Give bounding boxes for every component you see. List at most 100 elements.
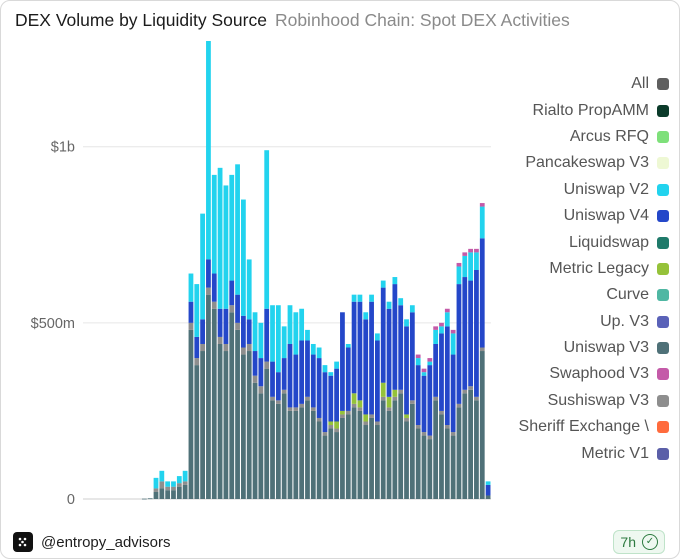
- bar-segment: [182, 484, 188, 499]
- bar-segment: [468, 252, 473, 281]
- legend-swatch: [657, 130, 669, 143]
- bar-segment: [398, 393, 404, 499]
- bar-segment: [380, 280, 386, 288]
- legend-item[interactable]: Metric Legacy: [469, 256, 669, 282]
- bar-segment: [345, 410, 351, 415]
- bar-segment: [479, 347, 485, 352]
- bar-segment: [258, 393, 264, 499]
- bar-segment: [468, 386, 473, 390]
- bar-segment: [305, 400, 310, 499]
- bar-segment: [206, 41, 211, 260]
- bar-segment: [305, 340, 310, 397]
- bar-segment: [153, 488, 159, 492]
- bar-segment: [421, 435, 427, 499]
- bar-segment: [456, 284, 462, 404]
- legend-item[interactable]: Pancakeswap V3: [469, 150, 669, 176]
- bar-segment: [328, 372, 334, 376]
- bar-segment: [415, 425, 421, 429]
- bar-segment: [392, 284, 398, 390]
- legend-label: Sushiswap V3: [547, 391, 649, 409]
- bar-segment: [200, 351, 205, 499]
- bar-segment: [316, 421, 322, 499]
- bar-segment: [340, 414, 345, 418]
- legend-label: All: [631, 75, 649, 93]
- legend-item[interactable]: Swaphood V3: [469, 361, 669, 387]
- bar-segment: [357, 294, 363, 302]
- bar-segment: [404, 326, 409, 415]
- legend-item[interactable]: Metric V1: [469, 440, 669, 466]
- bar-segment: [287, 305, 293, 344]
- legend-label: Uniswap V2: [563, 180, 649, 198]
- brand[interactable]: @entropy_advisors: [13, 532, 170, 552]
- legend-item[interactable]: Liquidswap: [469, 229, 669, 255]
- legend-swatch: [657, 104, 669, 117]
- legend-label: Uniswap V3: [563, 339, 649, 357]
- bar-segment: [369, 301, 374, 415]
- bar-segment: [147, 498, 153, 500]
- bar-segment: [398, 305, 404, 390]
- bar-segment: [281, 389, 287, 394]
- bar-segment: [439, 326, 444, 334]
- bar-segment: [427, 439, 433, 499]
- bar-segment: [462, 277, 468, 390]
- bar-segment: [293, 407, 299, 411]
- bar-segment: [275, 400, 281, 404]
- bar-segment: [241, 354, 246, 499]
- bar-segment: [427, 365, 433, 436]
- legend-item[interactable]: Arcus RFQ: [469, 124, 669, 150]
- bar-segment: [375, 425, 380, 499]
- bar-segment: [229, 174, 235, 281]
- bar-segment: [200, 319, 205, 344]
- legend-item[interactable]: Sheriff Exchange \: [469, 414, 669, 440]
- legend-swatch: [657, 236, 669, 249]
- bar-segment: [357, 410, 363, 499]
- bar-segment: [322, 435, 328, 499]
- bar-segment: [427, 358, 433, 362]
- bar-segment: [392, 277, 398, 285]
- bar-segment: [439, 322, 444, 327]
- legend-item[interactable]: Uniswap V4: [469, 203, 669, 229]
- bar-segment: [252, 351, 258, 376]
- bar-segment: [380, 287, 386, 383]
- bar-segment: [223, 351, 229, 499]
- bar-segment: [316, 347, 322, 359]
- bar-segment: [246, 319, 252, 344]
- legend-item[interactable]: Rialto PropAMM: [469, 97, 669, 123]
- legend-item[interactable]: Uniswap V3: [469, 335, 669, 361]
- legend-item[interactable]: All: [469, 71, 669, 97]
- bar-segment: [246, 343, 252, 352]
- legend-swatch: [657, 421, 669, 434]
- bar-segment: [188, 329, 194, 499]
- legend-item[interactable]: Uniswap V2: [469, 177, 669, 203]
- legend-label: Up. V3: [600, 312, 649, 330]
- bar-segment: [375, 421, 380, 426]
- bar-segment: [252, 375, 258, 383]
- legend-item[interactable]: Curve: [469, 282, 669, 308]
- bar-segment: [363, 414, 369, 422]
- bar-segment: [328, 425, 334, 429]
- bar-segment: [375, 340, 380, 422]
- bar-segment: [433, 329, 439, 344]
- bar-segment: [363, 319, 369, 415]
- refresh-badge[interactable]: 7h ✓: [613, 530, 665, 554]
- bar-segment: [380, 400, 386, 499]
- refresh-age: 7h: [620, 534, 636, 550]
- legend-item[interactable]: Sushiswap V3: [469, 388, 669, 414]
- bar-segment: [468, 280, 473, 387]
- legend-item[interactable]: Up. V3: [469, 309, 669, 335]
- bar-segment: [264, 361, 270, 369]
- bar-segment: [386, 308, 392, 397]
- bar-segment: [351, 407, 357, 499]
- bar-segment: [334, 432, 339, 499]
- bar-segment: [345, 414, 351, 499]
- bar-segment: [217, 336, 223, 344]
- bar-segment: [182, 481, 188, 485]
- bar-segment: [421, 375, 427, 433]
- bar-segment: [439, 414, 444, 499]
- bar-segment: [392, 389, 398, 397]
- bar-segment: [415, 354, 421, 359]
- bar-segment: [310, 407, 316, 411]
- bar-segment: [363, 421, 369, 426]
- bar-segment: [444, 425, 450, 429]
